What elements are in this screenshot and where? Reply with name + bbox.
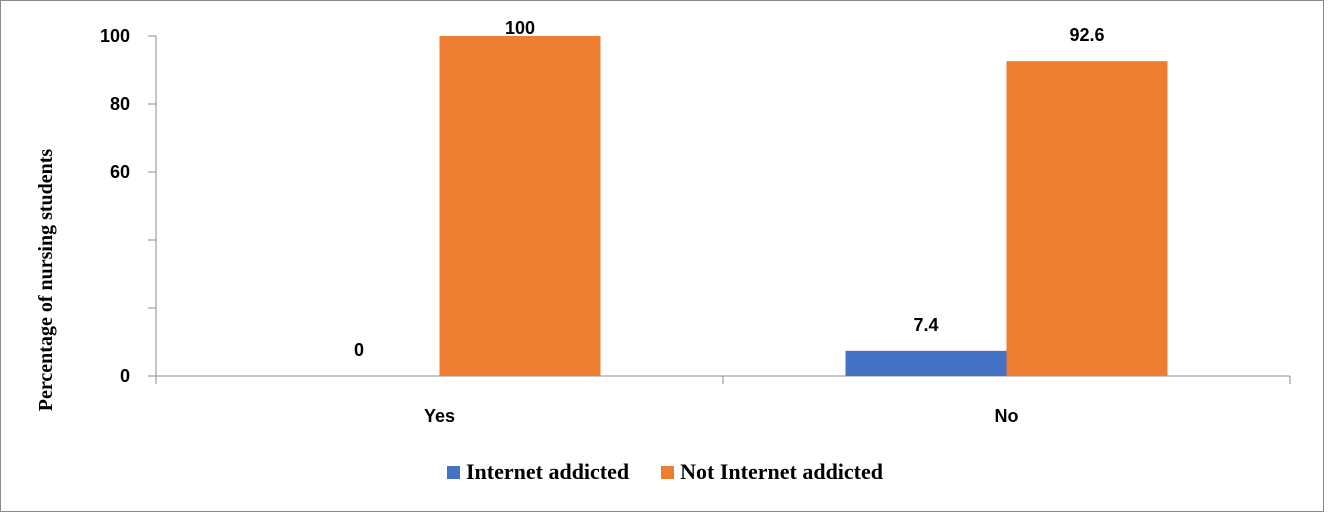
bar-not-internet-addicted-yes (439, 36, 601, 376)
data-label: 100 (505, 18, 535, 38)
legend-item-internet-addicted: Internet addicted (446, 459, 630, 485)
bar-not-internet-addicted-no (1006, 61, 1168, 376)
y-tick-label: 60 (110, 162, 130, 182)
legend-swatch-internet-addicted (446, 465, 460, 479)
data-label: 92.6 (1069, 25, 1104, 45)
legend-label-not-internet-addicted: Not Internet addicted (680, 459, 884, 484)
data-label: 0 (354, 340, 364, 360)
y-tick-label: 80 (110, 94, 130, 114)
y-tick-label: 0 (120, 366, 130, 386)
bar-internet-addicted-no (845, 350, 1007, 376)
y-axis-label: Percentage of nursing students (35, 149, 57, 412)
legend-label-internet-addicted: Internet addicted (465, 459, 630, 484)
x-category-label: No (995, 406, 1019, 426)
y-tick-label: 100 (100, 26, 130, 46)
x-category-label: Yes (424, 406, 455, 426)
legend: Internet addicted Not Internet addicted (0, 457, 1330, 487)
legend-swatch-not-internet-addicted (661, 465, 675, 479)
data-label: 7.4 (913, 315, 938, 335)
legend-item-not-internet-addicted: Not Internet addicted (661, 459, 883, 485)
